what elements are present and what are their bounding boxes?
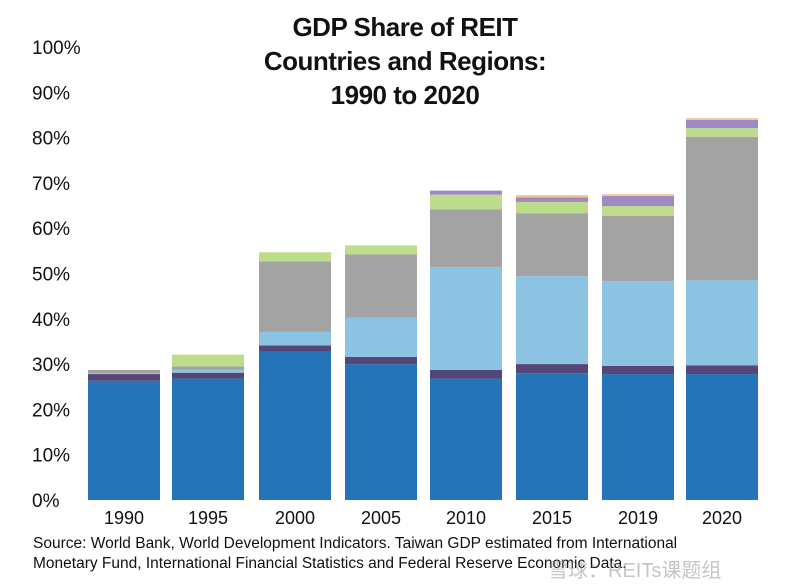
bar-segment-2010-series-2	[430, 267, 502, 370]
bar-segment-2005-series-3	[345, 254, 417, 318]
bar-segment-2000-series-4	[259, 252, 331, 262]
x-tick-label: 2019	[618, 508, 658, 528]
y-tick-label: 70%	[32, 174, 70, 195]
y-tick-label: 20%	[32, 400, 70, 421]
y-tick-label: 90%	[32, 83, 70, 104]
bar-segment-1995-series-3	[172, 366, 244, 370]
bar-segment-2010-series-4	[430, 194, 502, 210]
bar-segment-2000-series-1	[259, 345, 331, 352]
bar-segment-2005-series-0	[345, 364, 417, 500]
bar-segment-2019-series-6	[602, 194, 674, 197]
x-tick-label: 1995	[188, 508, 228, 528]
bar-segment-2015-series-0	[516, 373, 588, 500]
y-tick-label: 30%	[32, 355, 70, 376]
source-line: Source: World Bank, World Development In…	[33, 535, 678, 552]
bar-segment-1990-series-2	[88, 373, 160, 375]
y-tick-label: 0%	[32, 491, 60, 512]
bar-segment-1995-series-4	[172, 354, 244, 367]
bar-segment-1995-series-0	[172, 378, 244, 500]
bar-segment-2010-series-3	[430, 209, 502, 268]
bar-segment-2010-series-5	[430, 190, 502, 195]
y-tick-label: 40%	[32, 310, 70, 331]
bar-segment-2005-series-1	[345, 356, 417, 365]
bar-segment-2020-series-3	[686, 136, 758, 281]
x-tick-label: 2010	[446, 508, 486, 528]
chart-title: GDP Share of REIT Countries and Regions:…	[205, 10, 605, 112]
bar-segment-2019-series-5	[602, 196, 674, 207]
bar-segment-1990-series-0	[88, 380, 160, 500]
bar-segment-2000-series-3	[259, 261, 331, 332]
title-line: Countries and Regions:	[263, 46, 547, 76]
bar-segment-1995-series-1	[172, 372, 244, 379]
y-tick-label: 100%	[32, 38, 81, 59]
bar-segment-2019-series-1	[602, 365, 674, 375]
bar-segment-2015-series-4	[516, 201, 588, 214]
y-tick-label: 80%	[32, 129, 70, 150]
bar-segment-2000-series-0	[259, 351, 331, 500]
bar-segment-2010-series-0	[430, 378, 502, 500]
bar-segment-2015-series-1	[516, 364, 588, 374]
bar-segment-1995-series-2	[172, 369, 244, 373]
watermark: 雪球：REITs课题组	[548, 560, 722, 582]
x-tick-label: 2000	[275, 508, 315, 528]
bar-segment-2020-series-0	[686, 374, 758, 500]
x-tick-label: 2020	[702, 508, 742, 528]
bar-segment-2020-series-2	[686, 280, 758, 366]
bar-segment-1990-series-1	[88, 374, 160, 381]
title-line: 1990 to 2020	[330, 80, 480, 110]
bar-segment-2020-series-4	[686, 128, 758, 137]
y-tick-label: 10%	[32, 446, 70, 467]
x-tick-label: 2005	[361, 508, 401, 528]
bar-segment-2019-series-2	[602, 281, 674, 366]
bar-segment-2000-series-2	[259, 331, 331, 346]
source-note: Source: World Bank, World Development In…	[33, 534, 677, 574]
source-line: Monetary Fund, International Financial S…	[33, 555, 627, 572]
bar-segment-2010-series-1	[430, 369, 502, 379]
bar-segment-2015-series-5	[516, 197, 588, 202]
bar-segment-2020-series-1	[686, 365, 758, 375]
bar-segment-2015-series-2	[516, 276, 588, 365]
y-tick-label: 60%	[32, 219, 70, 240]
x-tick-label: 2015	[532, 508, 572, 528]
x-tick-label: 1990	[104, 508, 144, 528]
bar-segment-2019-series-4	[602, 206, 674, 216]
title-line: GDP Share of REIT	[292, 12, 518, 42]
bar-segment-2015-series-3	[516, 213, 588, 277]
bar-segment-1990-series-3	[88, 369, 160, 374]
bar-segment-2005-series-4	[345, 245, 417, 255]
bar-segment-2020-series-6	[686, 118, 758, 120]
bar-segment-2019-series-0	[602, 374, 674, 500]
bar-segment-2020-series-5	[686, 119, 758, 129]
bar-segment-2005-series-2	[345, 317, 417, 357]
bar-segment-2015-series-6	[516, 195, 588, 198]
bar-segment-2019-series-3	[602, 215, 674, 282]
y-tick-label: 50%	[32, 265, 70, 286]
